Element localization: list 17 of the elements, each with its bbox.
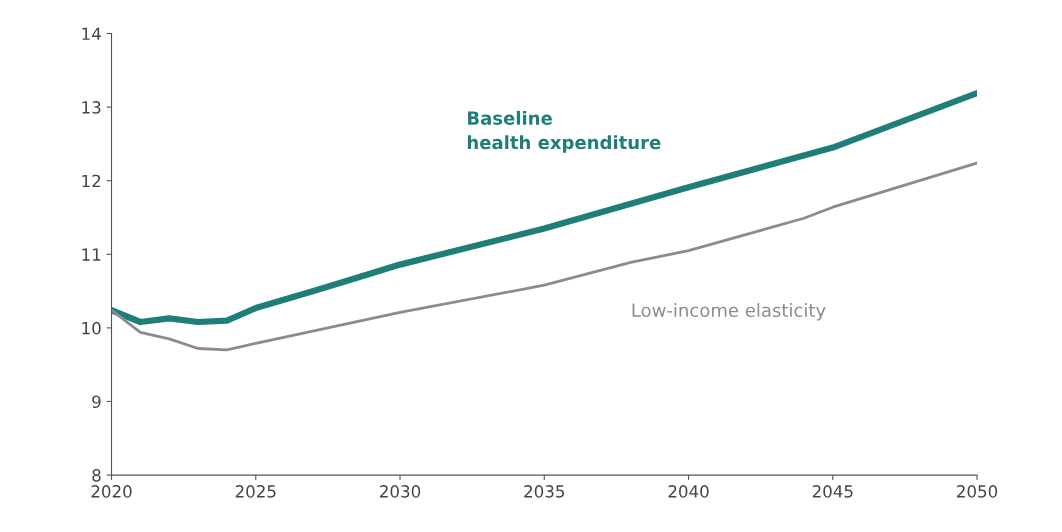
text: Baseline health expenditure xyxy=(467,110,661,153)
x-tick-label: 2040 xyxy=(668,485,709,498)
y-tick-label: 12 xyxy=(82,174,101,188)
x-tick-label: 2030 xyxy=(380,485,421,498)
y-tick-label: 14 xyxy=(82,27,101,40)
line-series xyxy=(111,161,978,352)
x-tick-label: 2035 xyxy=(524,485,565,498)
y-tick-label: 9 xyxy=(92,395,101,409)
x-tick-label: 2020 xyxy=(91,485,132,498)
x-tick-label: 2050 xyxy=(957,485,998,498)
y-tick-label: 10 xyxy=(82,321,101,335)
y-tick-label: 8 xyxy=(92,469,101,482)
y-tick-label: 11 xyxy=(82,248,101,261)
x-tick-label: 2025 xyxy=(235,485,276,498)
text: Low-income elasticity xyxy=(632,303,826,321)
x-tick-label: 2045 xyxy=(812,485,853,498)
y-tick-label: 13 xyxy=(82,101,101,114)
